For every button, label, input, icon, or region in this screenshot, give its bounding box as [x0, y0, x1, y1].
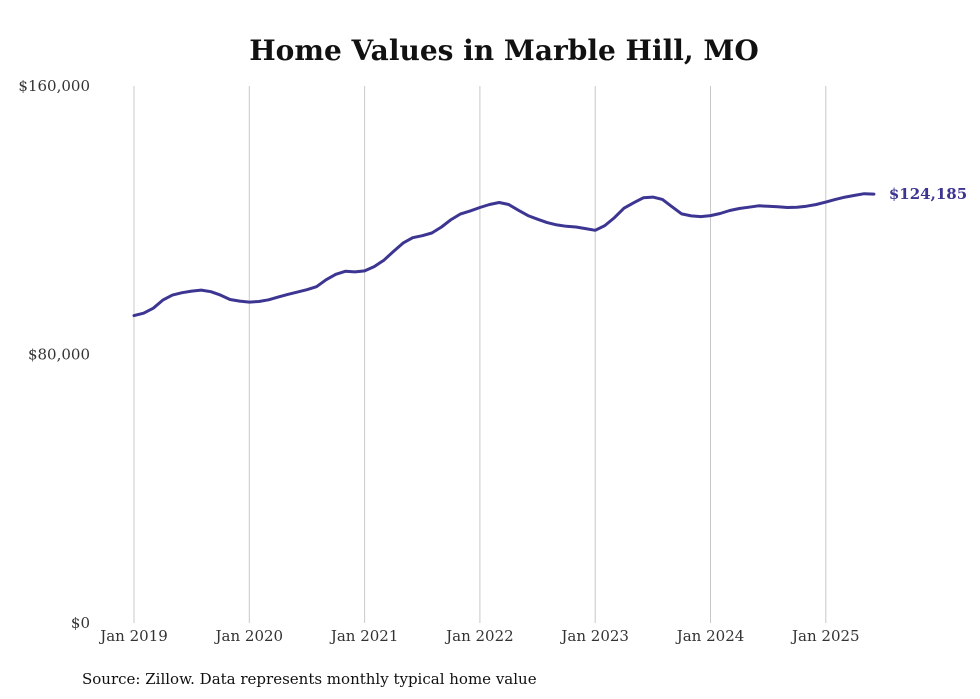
y-tick-label: $80,000 — [28, 346, 90, 364]
y-axis-tick-labels: $0 $80,000 $160,000 — [18, 77, 90, 632]
x-tick-label: Jan 2019 — [98, 627, 168, 645]
x-tick-label: Jan 2020 — [214, 627, 284, 645]
x-tick-label: Jan 2023 — [559, 627, 629, 645]
x-tick-label: Jan 2022 — [444, 627, 514, 645]
x-axis-tick-labels: Jan 2019 Jan 2020 Jan 2021 Jan 2022 Jan 2023… — [98, 627, 859, 645]
x-tick-label: Jan 2021 — [329, 627, 399, 645]
x-tick-label: Jan 2025 — [790, 627, 860, 645]
x-tick-label: Jan 2024 — [675, 627, 745, 645]
vertical-gridlines — [133, 86, 827, 623]
y-tick-label: $0 — [71, 614, 90, 632]
chart-title: Home Values in Marble Hill, MO — [249, 34, 759, 67]
latest-value-label: $124,185 — [889, 185, 967, 203]
home-value-series-line — [132, 192, 876, 318]
y-tick-label: $160,000 — [18, 77, 90, 95]
source-note: Source: Zillow. Data represents monthly … — [82, 670, 537, 688]
